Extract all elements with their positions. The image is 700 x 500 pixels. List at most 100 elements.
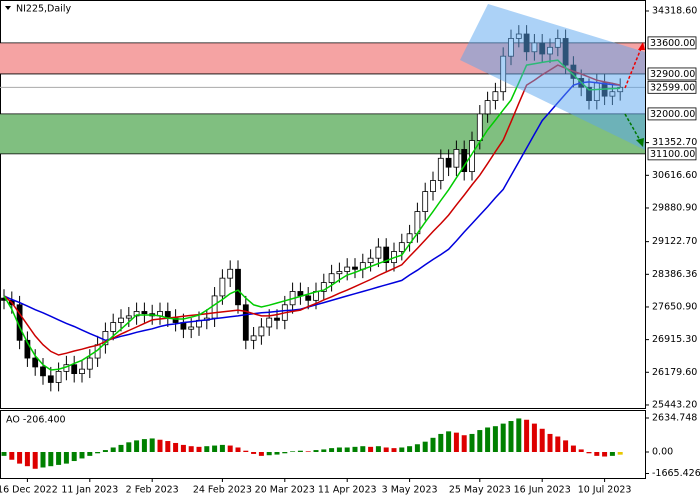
- candle-body: [453, 149, 460, 168]
- ao-bar: [243, 450, 249, 452]
- ao-bar: [500, 423, 506, 452]
- ao-bar: [251, 452, 257, 454]
- ao-bar: [430, 437, 436, 452]
- ao-bar: [95, 452, 101, 454]
- y-tick-label: 26179.60: [652, 367, 697, 378]
- candle-body: [406, 233, 413, 244]
- level-label-box: [647, 147, 697, 161]
- ao-bar: [313, 450, 319, 452]
- ao-bar: [539, 428, 545, 452]
- candle-body: [118, 317, 124, 323]
- ao-bar: [56, 452, 62, 465]
- level-label: 32000.00: [650, 109, 695, 120]
- ao-bar: [79, 452, 85, 459]
- candle-body: [258, 326, 265, 337]
- level-label-box: [647, 36, 697, 50]
- ao-bar: [602, 452, 608, 457]
- ao-bar: [547, 433, 553, 452]
- candle-body: [219, 277, 226, 297]
- candle-body: [266, 317, 273, 328]
- ao-bar: [321, 449, 327, 452]
- ao-bar: [407, 446, 413, 452]
- x-tick-label: 16 Dec 2022: [0, 485, 58, 496]
- candle-body: [484, 100, 491, 115]
- ao-bar: [508, 421, 514, 452]
- ao-bar: [594, 452, 600, 456]
- candle-body: [102, 331, 109, 346]
- ma-line: [3, 81, 621, 342]
- candle-body: [430, 180, 436, 192]
- ao-bar: [375, 446, 381, 452]
- ao-bar: [71, 452, 77, 462]
- ao-bar: [391, 448, 397, 452]
- candle-body: [250, 335, 257, 341]
- level-label: 33600.00: [650, 38, 695, 49]
- candle-body: [367, 257, 374, 264]
- candle-body: [274, 317, 280, 321]
- candle-body: [437, 157, 444, 181]
- x-tick-label: 24 Feb 2023: [193, 485, 252, 496]
- x-tick-label: 11 Apr 2023: [318, 485, 377, 496]
- down-arrow-head: [636, 138, 644, 147]
- menu-triangle[interactable]: [5, 6, 11, 10]
- ao-bar: [266, 452, 272, 456]
- ao-bar: [609, 452, 615, 456]
- x-tick-label: 25 May 2023: [449, 485, 511, 496]
- ao-bar: [383, 447, 389, 452]
- ao-bar: [305, 451, 311, 452]
- ao-bar: [219, 444, 225, 452]
- ao-bar: [446, 431, 452, 452]
- candle-body: [328, 273, 335, 283]
- ao-bar: [204, 446, 210, 452]
- ao-y-tick-label: -1665.426: [652, 468, 700, 479]
- ao-bar: [399, 447, 405, 452]
- candle-body: [55, 370, 62, 383]
- ao-bar: [344, 447, 350, 452]
- ao-bar: [258, 452, 264, 456]
- ao-bar: [617, 452, 623, 455]
- ao-bar: [188, 446, 194, 452]
- chart-title: NI225,Daily: [16, 4, 71, 15]
- ao-bar: [492, 426, 498, 452]
- zone: [0, 113, 645, 154]
- ao-bar: [87, 452, 93, 456]
- ao-bar: [414, 444, 420, 452]
- candle-body: [476, 113, 483, 141]
- candle-body: [344, 266, 351, 272]
- candle-body: [235, 268, 241, 306]
- candle-body: [32, 357, 39, 368]
- ao-bar: [563, 440, 569, 452]
- y-tick-label: 25443.20: [652, 399, 697, 410]
- ao-bar: [157, 439, 163, 452]
- ao-bar: [102, 450, 108, 452]
- y-tick-label: 34318.60: [652, 5, 697, 16]
- x-tick-label: 3 May 2023: [382, 485, 438, 496]
- candle-body: [141, 311, 148, 315]
- candle-body: [211, 295, 218, 319]
- candle-body: [86, 357, 93, 370]
- ao-y-tick-label: 2634.748: [652, 413, 697, 424]
- candle-body: [24, 339, 31, 359]
- ao-bar: [118, 444, 124, 452]
- candle-body: [172, 317, 179, 323]
- overlay: [460, 4, 645, 150]
- candle-body: [320, 282, 327, 292]
- candle-body: [461, 149, 468, 173]
- candle-body: [188, 326, 195, 330]
- down-arrow: [624, 113, 642, 143]
- y-tick-label: 27650.90: [652, 301, 697, 312]
- candle-body: [79, 368, 85, 374]
- ao-bar: [110, 447, 116, 452]
- ao-title: AO -206.400: [6, 415, 66, 426]
- ao-bar: [227, 445, 233, 452]
- ao-bar: [531, 423, 537, 452]
- ao-pane: [1, 418, 623, 469]
- ao-bar: [586, 452, 592, 454]
- y-tick-label: 29122.70: [652, 236, 697, 247]
- ao-bar: [282, 452, 288, 454]
- ao-bar: [212, 445, 218, 452]
- candle-body: [71, 364, 78, 374]
- candle-body: [110, 322, 117, 332]
- ao-bar: [352, 446, 358, 452]
- ao-bar: [524, 419, 530, 452]
